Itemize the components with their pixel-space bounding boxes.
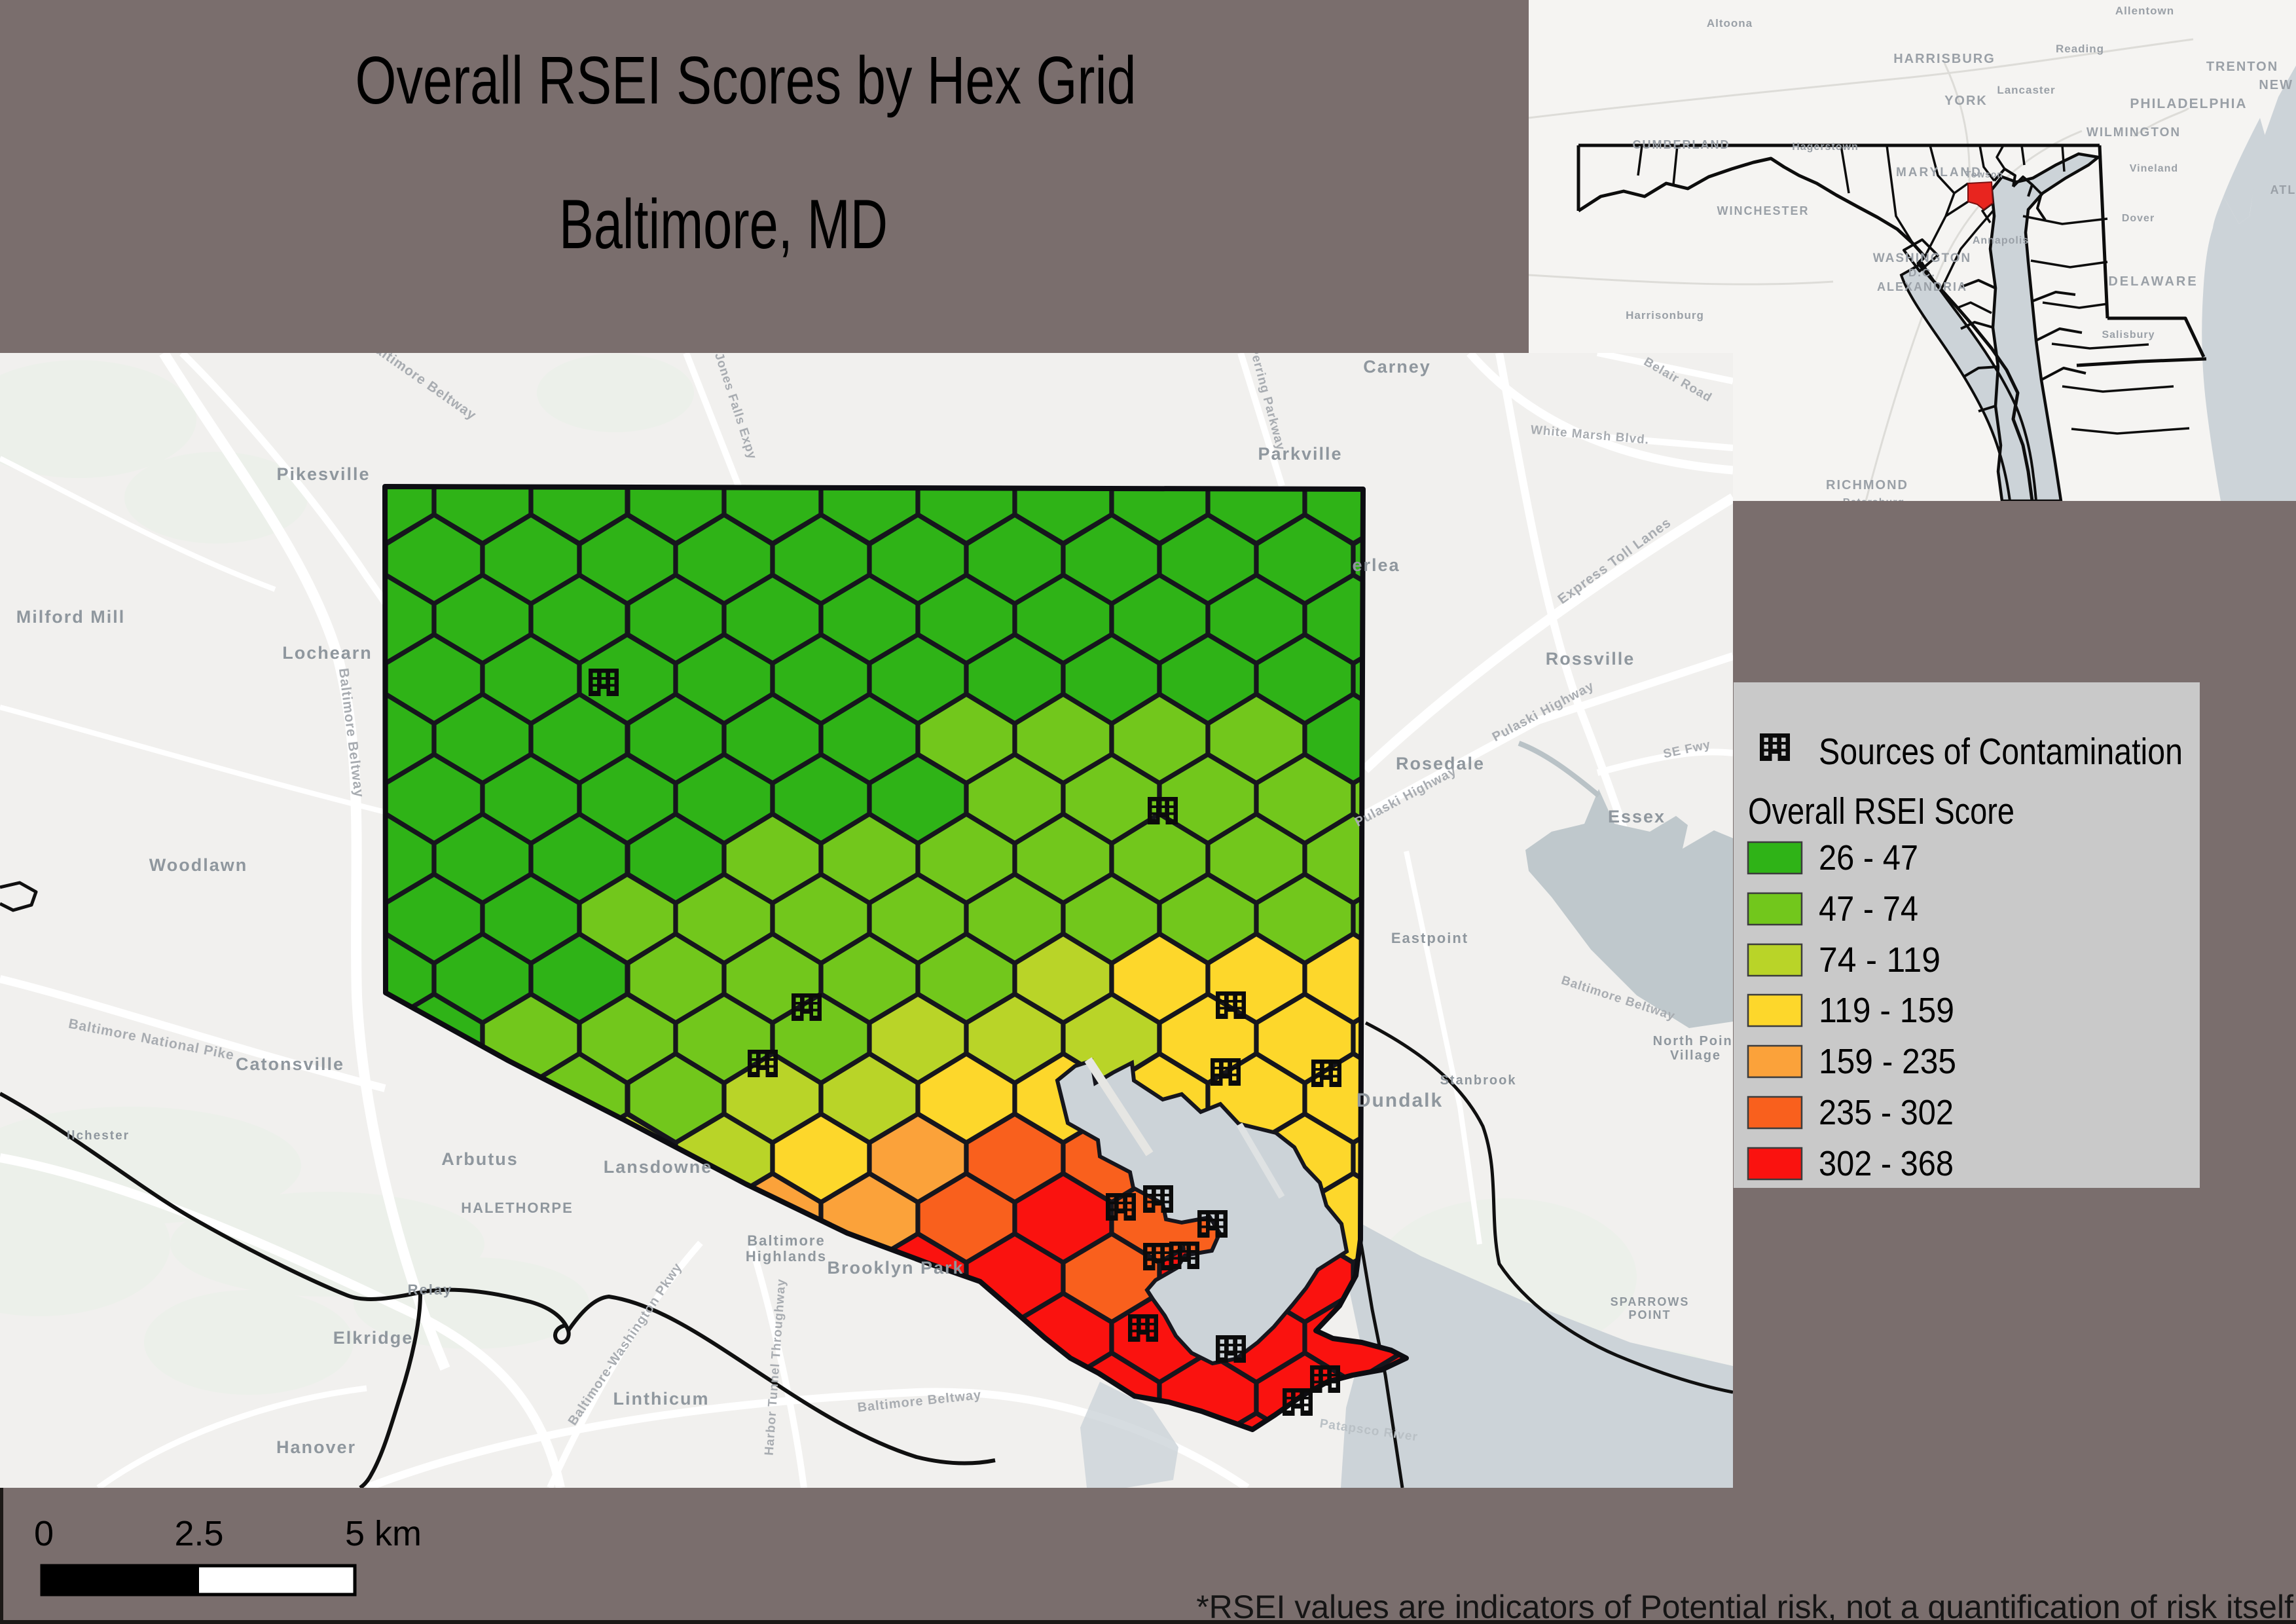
svg-text:Milford Mill: Milford Mill <box>16 607 125 627</box>
svg-text:Salisbury: Salisbury <box>2102 329 2155 341</box>
svg-text:74 - 119: 74 - 119 <box>1819 940 1941 980</box>
svg-text:RICHMOND: RICHMOND <box>1826 478 1908 492</box>
svg-text:Hanover: Hanover <box>276 1437 356 1457</box>
svg-text:Allentown: Allentown <box>2115 5 2174 17</box>
svg-text:5 km: 5 km <box>345 1514 422 1553</box>
svg-text:159 - 235: 159 - 235 <box>1819 1042 1956 1081</box>
svg-text:Annapolis: Annapolis <box>1973 235 2029 246</box>
svg-text:YORK: YORK <box>1944 94 1988 108</box>
svg-text:Arbutus: Arbutus <box>441 1149 519 1169</box>
svg-text:Linthicum: Linthicum <box>613 1389 710 1409</box>
svg-text:Baltimore, MD: Baltimore, MD <box>559 185 888 263</box>
svg-text:WASHINGTON: WASHINGTON <box>1873 251 1972 265</box>
svg-text:26 - 47: 26 - 47 <box>1819 838 1918 877</box>
svg-text:North Point: North Point <box>1653 1034 1739 1048</box>
svg-text:Harrisonburg: Harrisonburg <box>1626 309 1704 322</box>
svg-text:POINT: POINT <box>1628 1308 1671 1321</box>
svg-text:*RSEI values are indicators of: *RSEI values are indicators of Potential… <box>1196 1589 2293 1624</box>
svg-text:MARYLAND: MARYLAND <box>1896 166 1982 179</box>
svg-text:D.C.: D.C. <box>1908 267 1936 279</box>
svg-text:HALETHORPE: HALETHORPE <box>461 1200 574 1216</box>
svg-text:CUMBERLAND: CUMBERLAND <box>1633 138 1730 151</box>
svg-text:Essex: Essex <box>1608 807 1666 826</box>
svg-text:DELAWARE: DELAWARE <box>2108 274 2198 289</box>
svg-text:Catonsville: Catonsville <box>236 1054 344 1074</box>
svg-text:235 - 302: 235 - 302 <box>1819 1093 1954 1132</box>
svg-text:Vineland: Vineland <box>2130 163 2178 174</box>
svg-text:Overall RSEI Scores by Hex Gri: Overall RSEI Scores by Hex Grid <box>355 43 1137 118</box>
svg-text:Woodlawn: Woodlawn <box>149 855 248 875</box>
svg-text:Ilchester: Ilchester <box>67 1129 130 1143</box>
svg-text:Eastpoint: Eastpoint <box>1391 930 1468 946</box>
svg-text:Lansdowne: Lansdowne <box>604 1157 713 1177</box>
svg-text:Lancaster: Lancaster <box>1997 84 2055 96</box>
svg-text:Village: Village <box>1670 1048 1721 1063</box>
svg-text:NEW J: NEW J <box>2259 78 2296 92</box>
svg-text:0: 0 <box>34 1514 54 1553</box>
svg-text:Altoona: Altoona <box>1707 17 1753 29</box>
svg-text:ALEXANDRIA: ALEXANDRIA <box>1877 280 1967 293</box>
svg-text:119 - 159: 119 - 159 <box>1819 991 1954 1030</box>
svg-text:erlea: erlea <box>1352 555 1400 575</box>
svg-text:302 - 368: 302 - 368 <box>1819 1144 1954 1183</box>
svg-text:Lochearn: Lochearn <box>282 643 373 663</box>
svg-text:Hagerstown: Hagerstown <box>1792 141 1859 153</box>
svg-text:HARRISBURG: HARRISBURG <box>1893 52 1995 66</box>
svg-text:Pikesville: Pikesville <box>276 464 370 484</box>
svg-text:Elkridge: Elkridge <box>333 1328 414 1348</box>
svg-text:Parkville: Parkville <box>1258 444 1342 464</box>
svg-text:Carney: Carney <box>1363 357 1431 377</box>
svg-text:WINCHESTER: WINCHESTER <box>1717 204 1810 217</box>
svg-text:SPARROWS: SPARROWS <box>1611 1295 1690 1308</box>
svg-text:Highlands: Highlands <box>746 1248 827 1264</box>
svg-text:Petersburg: Petersburg <box>1843 497 1904 508</box>
svg-text:Towson: Towson <box>1965 169 2003 179</box>
svg-text:Rossville: Rossville <box>1546 649 1635 669</box>
svg-text:PHILADELPHIA: PHILADELPHIA <box>2130 96 2247 111</box>
svg-text:Dover: Dover <box>2122 213 2155 224</box>
svg-text:Relay: Relay <box>408 1282 453 1298</box>
svg-text:Stanbrook: Stanbrook <box>1440 1073 1517 1088</box>
svg-text:Brooklyn Park: Brooklyn Park <box>827 1258 964 1278</box>
svg-text:Dundalk: Dundalk <box>1357 1090 1443 1111</box>
svg-text:TRENTON: TRENTON <box>2206 60 2278 74</box>
svg-text:47 - 74: 47 - 74 <box>1819 889 1918 929</box>
svg-text:Sources of Contamination: Sources of Contamination <box>1819 731 2183 773</box>
svg-text:Overall RSEI Score: Overall RSEI Score <box>1748 790 2014 832</box>
svg-text:2.5: 2.5 <box>174 1514 223 1553</box>
svg-text:Rosedale: Rosedale <box>1396 754 1485 773</box>
svg-text:Reading: Reading <box>2056 43 2104 55</box>
svg-text:WILMINGTON: WILMINGTON <box>2086 126 2181 139</box>
svg-text:Baltimore: Baltimore <box>747 1232 825 1249</box>
